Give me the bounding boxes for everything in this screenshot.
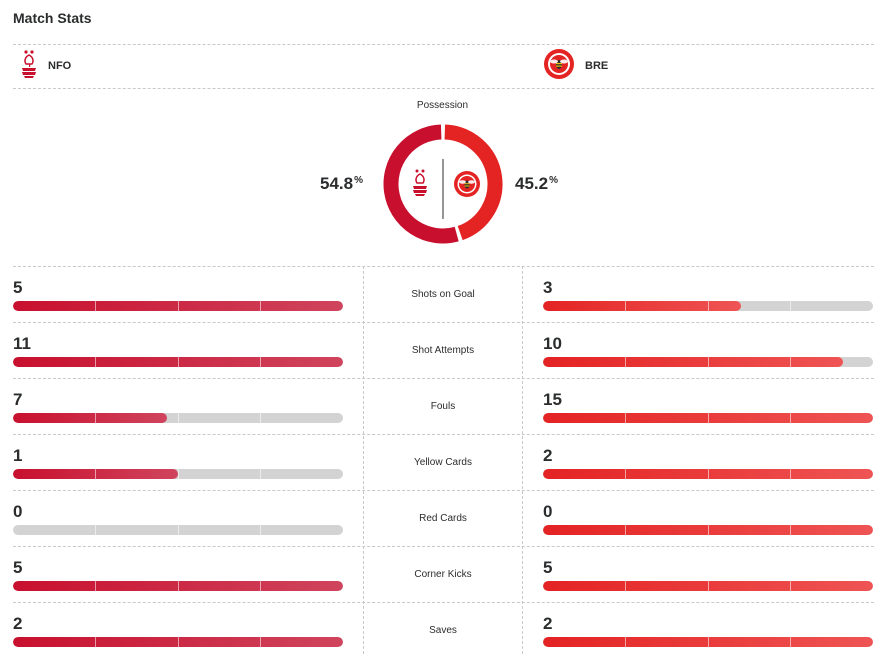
home-stat-bar xyxy=(13,637,343,647)
home-stat-bar xyxy=(13,301,343,311)
stat-row: 2 Saves 2 xyxy=(0,603,885,659)
stat-row: 11 Shot Attempts 10 xyxy=(0,323,885,379)
away-stat-value: 10 xyxy=(543,334,562,353)
home-team-abbr: NFO xyxy=(48,60,72,72)
home-stat-bar xyxy=(13,525,343,535)
stat-label: Fouls xyxy=(430,401,456,412)
away-stat-value: 15 xyxy=(543,390,562,409)
away-stat-bar xyxy=(543,525,873,535)
stat-label: Yellow Cards xyxy=(414,457,472,468)
home-stat-value: 1 xyxy=(13,446,23,465)
home-stat-bar xyxy=(13,413,343,423)
away-stat-bar xyxy=(543,637,873,647)
home-possession-value: 54.8% xyxy=(320,174,363,193)
home-stat-bar xyxy=(13,581,343,591)
stat-label: Corner Kicks xyxy=(414,569,472,580)
stat-label: Saves xyxy=(429,625,457,636)
home-stat-value: 11 xyxy=(13,334,31,353)
away-stat-bar xyxy=(543,413,873,423)
away-team-abbr: BRE xyxy=(585,60,609,72)
stat-label: Red Cards xyxy=(419,513,467,524)
home-stat-bar xyxy=(13,357,343,367)
home-stat-value: 5 xyxy=(13,558,23,577)
home-stat-bar-fill xyxy=(13,413,168,423)
home-team[interactable]: NFO xyxy=(20,49,72,84)
away-stat-value: 2 xyxy=(543,614,553,633)
nottingham-forest-crest-icon xyxy=(413,169,427,196)
divider xyxy=(13,602,874,603)
stat-label: Shot Attempts xyxy=(411,345,475,356)
stat-row: 5 Corner Kicks 5 xyxy=(0,547,885,603)
stat-row: 0 Red Cards 0 xyxy=(0,491,885,547)
possession-donut-chart xyxy=(383,124,503,249)
home-stat-value: 0 xyxy=(13,502,23,521)
brentford-crest-icon xyxy=(543,48,575,85)
away-stat-value: 2 xyxy=(543,446,553,465)
divider xyxy=(13,490,874,491)
divider xyxy=(13,546,874,547)
away-stat-bar xyxy=(543,357,873,367)
brentford-crest-icon xyxy=(454,171,480,197)
away-stat-value: 0 xyxy=(543,502,553,521)
home-stat-value: 7 xyxy=(13,390,23,409)
away-stat-value: 5 xyxy=(543,558,553,577)
away-stat-bar-fill xyxy=(543,301,741,311)
stat-row: 5 Shots on Goal 3 xyxy=(0,267,885,323)
away-possession-value: 45.2% xyxy=(515,174,558,193)
away-stat-bar-fill xyxy=(543,357,843,367)
away-possession-arc xyxy=(444,124,503,241)
stat-label: Shots on Goal xyxy=(411,289,475,300)
stat-row: 1 Yellow Cards 2 xyxy=(0,435,885,491)
divider xyxy=(13,378,874,379)
away-stat-bar xyxy=(543,469,873,479)
home-stat-bar xyxy=(13,469,343,479)
away-team[interactable]: BRE xyxy=(543,48,609,85)
column-divider xyxy=(522,266,523,654)
home-stat-value: 5 xyxy=(13,278,23,297)
divider xyxy=(13,266,874,267)
home-stat-value: 2 xyxy=(13,614,23,633)
away-stat-bar xyxy=(543,581,873,591)
divider xyxy=(13,44,874,45)
away-stat-bar xyxy=(543,301,873,311)
away-stat-value: 3 xyxy=(543,278,553,297)
page-title: Match Stats xyxy=(13,10,92,26)
divider xyxy=(13,322,874,323)
stat-row: 7 Fouls 15 xyxy=(0,379,885,435)
nottingham-forest-crest-icon xyxy=(20,49,38,84)
possession-label: Possession xyxy=(416,100,469,111)
divider xyxy=(13,88,874,89)
divider xyxy=(13,434,874,435)
home-possession-arc xyxy=(383,124,459,244)
column-divider xyxy=(363,266,364,654)
